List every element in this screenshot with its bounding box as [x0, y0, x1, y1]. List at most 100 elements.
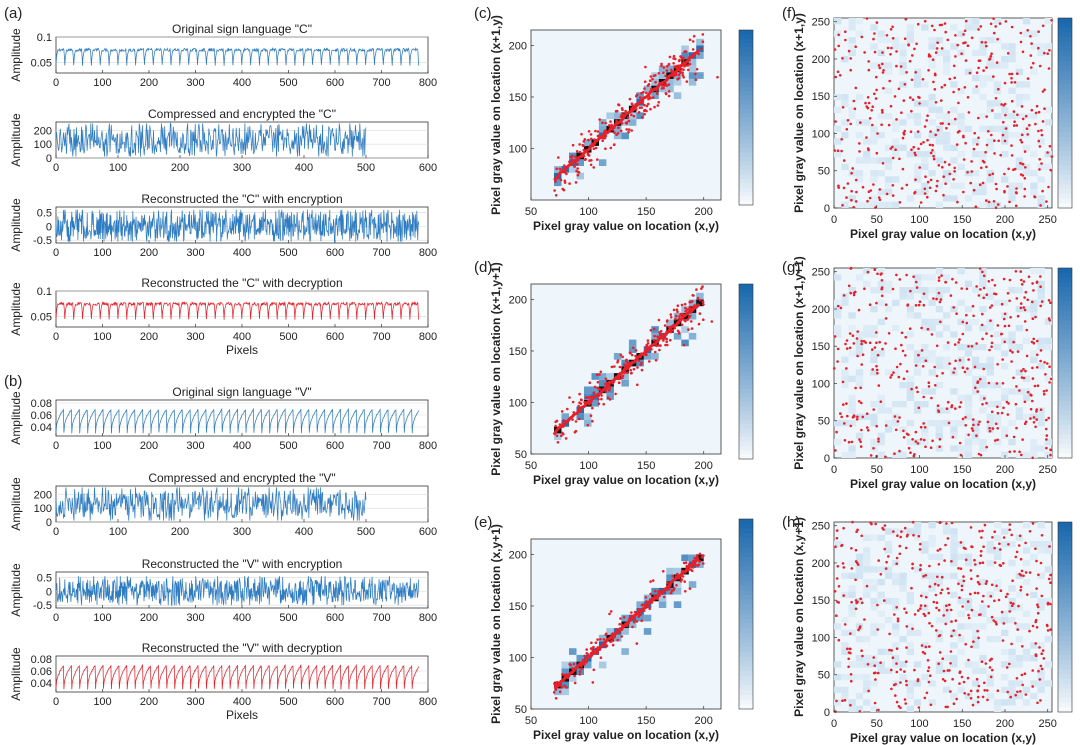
x-tick-label-a2: 200 [171, 162, 189, 174]
heat-cell [606, 628, 614, 635]
heat-cell [964, 68, 973, 75]
scatter-point [991, 278, 994, 282]
scatter-point [1034, 653, 1038, 656]
scatter-point [694, 78, 698, 81]
scatter-point [970, 345, 974, 348]
scatter-point [646, 342, 650, 345]
scatter-point [1019, 557, 1023, 561]
y-axis-label-a3: Amplitude [9, 198, 23, 252]
scatter-point [669, 591, 673, 595]
scatter-point [881, 71, 885, 74]
scatter-point [1016, 350, 1020, 353]
scatter-point [685, 80, 689, 83]
scatter-point [917, 147, 920, 151]
scatter-point [893, 613, 896, 616]
heat-cell [1037, 604, 1045, 611]
scatter-point [977, 294, 981, 297]
heat-cell [979, 306, 987, 313]
scatter-point [940, 588, 944, 592]
heat-cell [972, 629, 980, 636]
heat-cell [957, 610, 965, 617]
heat-cell [899, 426, 907, 433]
scatter-point [903, 83, 907, 86]
heat-cell [855, 566, 864, 573]
scatter-point [1030, 66, 1033, 69]
scatter-point [575, 150, 579, 153]
scatter-point [990, 583, 994, 587]
scatter-point [937, 584, 940, 587]
heat-cell [834, 661, 842, 668]
scatter-point [604, 129, 607, 132]
scatter-point [932, 600, 936, 604]
scatter-point [1002, 120, 1005, 124]
heat-cell [935, 138, 943, 145]
scatter-point [710, 320, 714, 323]
heat-cell [848, 705, 856, 712]
heat-cell [986, 106, 994, 113]
heat-cell [1022, 18, 1031, 25]
scatter-point [850, 189, 853, 193]
scatter-point [861, 654, 864, 658]
heat-cell [884, 306, 893, 313]
scatter-point [1041, 120, 1045, 123]
scatter-point [848, 332, 852, 335]
colorbar-step [739, 65, 753, 70]
heat-cell [848, 106, 856, 113]
scatter-point [917, 706, 921, 709]
scatter-point [664, 343, 667, 347]
scatter-point [572, 662, 576, 666]
scatter-point [592, 668, 596, 672]
scatter-point [931, 58, 935, 61]
heat-cell [906, 37, 914, 44]
heat-cell [877, 189, 885, 196]
heat-cell [957, 648, 965, 655]
colorbar-step [1058, 410, 1072, 416]
scatter-point [698, 312, 702, 315]
heat-cell [576, 159, 584, 166]
heat-cell [1037, 541, 1045, 548]
colorbar-step [1058, 98, 1072, 105]
heat-cell [884, 163, 893, 170]
scatter-point [635, 620, 639, 623]
scatter-point [843, 439, 847, 442]
colorbar-step [739, 73, 753, 79]
heat-cell [1037, 293, 1045, 300]
heat-cell [986, 560, 994, 567]
scatter-point [847, 440, 851, 444]
heat-cell [986, 420, 994, 427]
colorbar-step [1058, 301, 1072, 307]
heat-cell [841, 293, 849, 300]
heat-cell [1015, 344, 1023, 351]
x-tick-label-g: 150 [953, 464, 971, 476]
heat-cell [899, 49, 907, 56]
colorbar-step [739, 78, 753, 84]
heat-cell [841, 572, 849, 579]
scatter-point [888, 79, 891, 83]
colorbar-step [1058, 526, 1072, 533]
scatter-point [983, 523, 987, 527]
scatter-point [985, 143, 989, 147]
scatter-point [1014, 204, 1018, 208]
scatter-point [867, 148, 870, 152]
scatter-point [986, 698, 989, 702]
heat-cell [964, 195, 973, 202]
colorbar-step [739, 680, 753, 686]
heat-cell [1037, 598, 1045, 605]
scatter-point [1022, 306, 1026, 309]
y-tick-label-f: 50 [818, 166, 830, 178]
scatter-point [851, 520, 854, 524]
scatter-point [969, 697, 973, 700]
heat-cell [943, 528, 951, 535]
heat-cell [863, 268, 871, 275]
colorbar-step [1058, 94, 1072, 100]
scatter-point [649, 329, 653, 332]
heat-cell [870, 287, 878, 294]
scatter-point [874, 678, 877, 681]
heat-cell [899, 68, 907, 75]
scatter-point [835, 699, 838, 703]
colorbar-step [1058, 555, 1072, 561]
scatter-point [1002, 406, 1005, 410]
heat-cell [935, 201, 943, 208]
scatter-point [554, 424, 557, 428]
scatter-point [662, 86, 665, 90]
